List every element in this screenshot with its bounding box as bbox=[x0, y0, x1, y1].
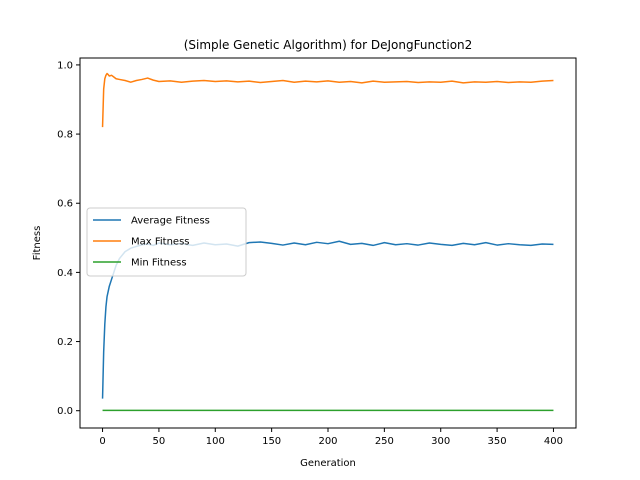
legend-label: Max Fitness bbox=[131, 237, 190, 248]
y-tick-label: 1.0 bbox=[57, 60, 73, 71]
series-line-1 bbox=[101, 72, 554, 128]
x-tick-label: 350 bbox=[488, 436, 507, 447]
x-axis-label: Generation bbox=[300, 458, 356, 469]
x-tick-label: 300 bbox=[431, 436, 450, 447]
x-tick-label: 250 bbox=[375, 436, 394, 447]
legend-box bbox=[86, 207, 247, 277]
y-axis-label: Fitness bbox=[32, 226, 43, 261]
legend-label: Average Fitness bbox=[131, 216, 210, 227]
y-axis-ticks: 0.0 0.2 0.4 0.6 0.8 1.0 bbox=[57, 60, 80, 417]
y-tick-label: 0.6 bbox=[57, 199, 73, 210]
x-tick-label: 400 bbox=[544, 436, 563, 447]
y-tick-label: 0.8 bbox=[57, 130, 73, 141]
y-tick-label: 0.4 bbox=[57, 268, 73, 279]
x-tick-label: 50 bbox=[153, 436, 166, 447]
legend-label: Min Fitness bbox=[131, 258, 187, 269]
x-tick-label: 0 bbox=[99, 436, 105, 447]
x-axis-ticks: 0 50 100 150 200 250 300 350 400 bbox=[99, 428, 563, 447]
y-tick-label: 0.2 bbox=[57, 337, 73, 348]
legend: Average Fitness Max Fitness Min Fitness bbox=[86, 207, 247, 277]
x-tick-label: 200 bbox=[318, 436, 337, 447]
chart-title: (Simple Genetic Algorithm) for DeJongFun… bbox=[184, 38, 473, 52]
y-tick-label: 0.0 bbox=[57, 406, 73, 417]
x-tick-label: 150 bbox=[262, 436, 281, 447]
x-tick-label: 100 bbox=[206, 436, 225, 447]
